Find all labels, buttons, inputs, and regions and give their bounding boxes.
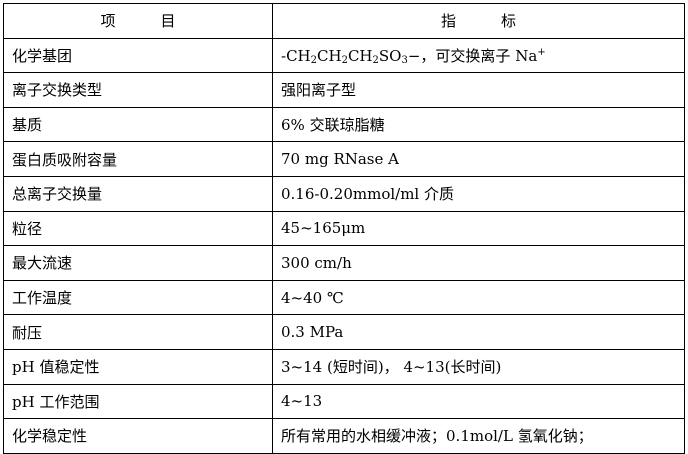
row-value: 3~14 (短时间)， 4~13(长时间) xyxy=(272,348,685,385)
row-item: 总离子交换量 xyxy=(3,175,273,212)
row-item: 耐压 xyxy=(3,314,273,350)
row-value: 45~165μm xyxy=(272,210,685,247)
formula-charge: − xyxy=(407,46,421,65)
row-value: 强阳离子型 xyxy=(272,72,685,108)
row-item: 离子交换类型 xyxy=(3,72,273,108)
row-value: 0.16-0.20mmol/ml 介质 xyxy=(272,175,685,212)
table-row: 化学稳定性 所有常用的水相缓冲液；0.1mol/L 氢氧化钠； xyxy=(3,418,685,454)
table-row: 总离子交换量 0.16-0.20mmol/ml 介质 xyxy=(3,175,685,212)
formula-text: ，可交换离子 Na xyxy=(420,46,538,65)
row-item: 最大流速 xyxy=(3,245,273,281)
row-value: 300 cm/h xyxy=(272,245,685,281)
row-item: 化学稳定性 xyxy=(3,418,273,454)
formula-sub: 2 xyxy=(372,54,379,66)
header-spec: 指 标 xyxy=(272,3,685,39)
spec-table: 项 目 指 标 化学基团 -CH2CH2CH2SO3−，可交换离子 Na+ 离子… xyxy=(3,3,685,454)
row-item: 化学基团 xyxy=(3,37,273,74)
table-row: 工作温度 4~40 ℃ xyxy=(3,279,685,316)
row-value: 6% 交联琼脂糖 xyxy=(272,106,685,143)
row-value: 0.3 MPa xyxy=(272,314,685,350)
formula-text: SO xyxy=(378,46,402,65)
row-item: 工作温度 xyxy=(3,279,273,316)
table-row: pH 值稳定性 3~14 (短时间)， 4~13(长时间) xyxy=(3,348,685,385)
formula-sub: 2 xyxy=(310,54,318,66)
table-row: 蛋白质吸附容量 70 mg RNase A xyxy=(3,141,685,177)
table-row: 最大流速 300 cm/h xyxy=(3,245,685,281)
row-item: 基质 xyxy=(3,106,273,143)
formula-sub: 2 xyxy=(341,54,348,66)
row-value: 4~40 ℃ xyxy=(272,279,685,316)
row-item: 粒径 xyxy=(3,210,273,247)
table-row: 耐压 0.3 MPa xyxy=(3,314,685,350)
table-row: 化学基团 -CH2CH2CH2SO3−，可交换离子 Na+ xyxy=(3,37,685,74)
formula-sub: 3 xyxy=(401,54,408,66)
row-item: pH 值稳定性 xyxy=(3,348,273,385)
formula-text: CH xyxy=(317,46,342,65)
formula-text: CH xyxy=(347,46,373,65)
row-item: pH 工作范围 xyxy=(3,383,273,420)
formula-text: -CH xyxy=(281,46,311,65)
row-item: 蛋白质吸附容量 xyxy=(3,141,273,177)
row-value: 所有常用的水相缓冲液；0.1mol/L 氢氧化钠； xyxy=(272,418,685,454)
row-value-formula: -CH2CH2CH2SO3−，可交换离子 Na+ xyxy=(272,37,685,74)
table-row: 基质 6% 交联琼脂糖 xyxy=(3,106,685,143)
table-row: pH 工作范围 4~13 xyxy=(3,383,685,420)
header-item: 项 目 xyxy=(3,3,273,39)
table-row: 离子交换类型 强阳离子型 xyxy=(3,72,685,108)
formula-sup: + xyxy=(537,46,546,58)
table-header: 项 目 指 标 xyxy=(3,3,685,39)
row-value: 70 mg RNase A xyxy=(272,141,685,177)
row-value: 4~13 xyxy=(272,383,685,420)
table-row: 粒径 45~165μm xyxy=(3,210,685,247)
